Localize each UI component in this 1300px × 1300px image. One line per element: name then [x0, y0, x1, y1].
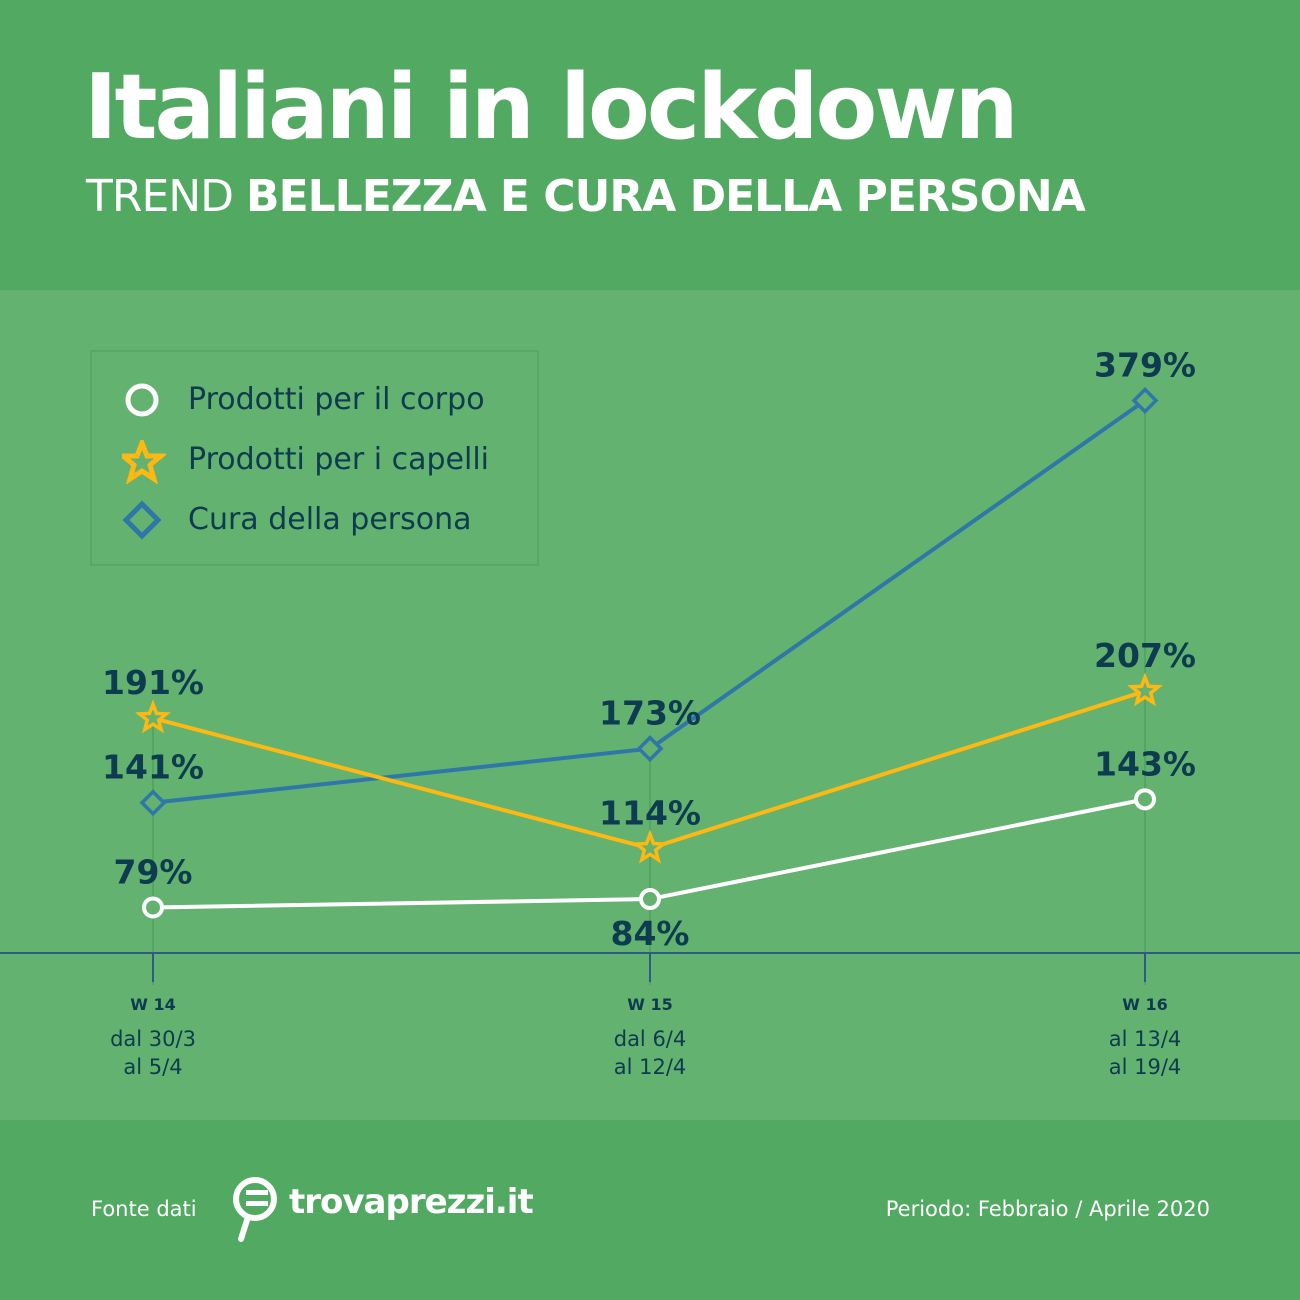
data-label: 114%	[599, 793, 701, 832]
legend-item-corpo: Prodotti per il corpo	[188, 382, 485, 417]
period-label: Periodo: Febbraio / Aprile 2020	[885, 1197, 1210, 1221]
legend-item-cura: Cura della persona	[188, 502, 472, 537]
source-label: Fonte dati	[91, 1197, 197, 1221]
page-subtitle: TREND BELLEZZA E CURA DELLA PERSONA	[86, 171, 1086, 222]
star-marker-icon	[122, 440, 166, 484]
circle-marker-icon	[125, 383, 159, 417]
x-tick-label: W 16	[1122, 995, 1167, 1014]
diamond-marker-icon	[122, 500, 162, 540]
x-tick-label: W 15	[627, 995, 672, 1014]
legend-item-capelli: Prodotti per i capelli	[188, 442, 490, 477]
data-point-diamond	[1131, 387, 1159, 414]
trovaprezzi-logo-icon	[233, 1177, 277, 1242]
data-label: 143%	[1094, 744, 1196, 783]
data-label: 84%	[611, 914, 690, 953]
data-point-circle	[639, 888, 661, 911]
x-date-label: al 13/4	[1109, 1027, 1182, 1051]
data-point-diamond	[636, 735, 664, 763]
data-label: 207%	[1094, 636, 1196, 675]
x-date-label: dal 6/4	[614, 1027, 687, 1051]
logo-text: trovaprezzi.it	[289, 1182, 534, 1222]
data-point-star	[632, 829, 668, 864]
data-label: 141%	[102, 748, 204, 787]
data-label: 191%	[102, 663, 204, 702]
subtitle-light: TREND	[86, 171, 247, 222]
footer: Fonte dati trovaprezzi.it Periodo: Febbr…	[0, 1120, 1300, 1300]
data-label: 379%	[1094, 345, 1196, 384]
x-date-label: al 19/4	[1109, 1055, 1182, 1079]
data-point-star	[1127, 672, 1163, 707]
data-label: 173%	[599, 694, 701, 733]
x-date-label: al 12/4	[614, 1055, 687, 1079]
x-date-label: al 5/4	[123, 1055, 182, 1079]
x-tick-label: W 14	[130, 995, 175, 1014]
data-point-circle	[1134, 788, 1156, 811]
legend: Prodotti per il corpo Prodotti per i cap…	[90, 350, 539, 566]
data-point-circle	[142, 896, 164, 919]
page-title: Italiani in lockdown	[84, 55, 1019, 160]
subtitle-bold: BELLEZZA E CURA DELLA PERSONA	[246, 171, 1086, 222]
x-date-label: dal 30/3	[110, 1027, 196, 1051]
data-point-star	[135, 699, 171, 734]
data-label: 79%	[114, 852, 193, 891]
header: Italiani in lockdown TREND BELLEZZA E CU…	[0, 0, 1300, 290]
data-point-diamond	[139, 789, 167, 817]
